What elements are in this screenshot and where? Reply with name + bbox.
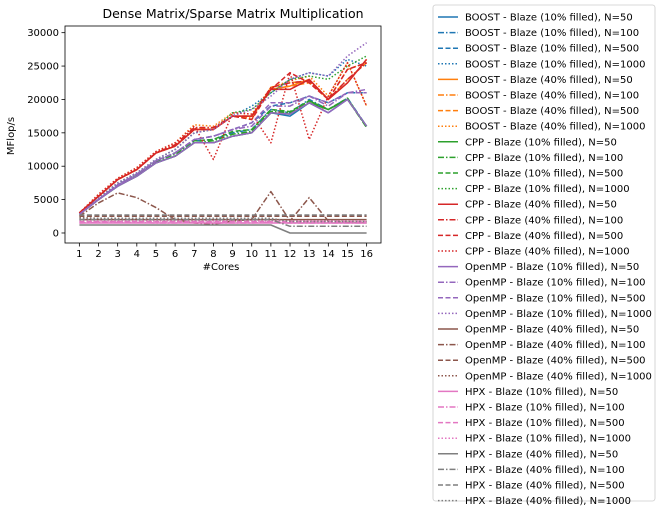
legend-label: CPP - Blaze (40% filled), N=50 (465, 200, 617, 211)
x-tick-label: 9 (229, 249, 235, 260)
legend-label: HPX - Blaze (10% filled), N=100 (465, 403, 625, 414)
legend-label: BOOST - Blaze (10% filled), N=100 (465, 28, 639, 39)
legend-label: CPP - Blaze (10% filled), N=100 (465, 153, 623, 164)
legend-label: HPX - Blaze (40% filled), N=100 (465, 465, 625, 476)
x-axis-label: #Cores (203, 262, 240, 273)
legend-label: BOOST - Blaze (40% filled), N=100 (465, 91, 639, 102)
series-line-10 (78, 98, 368, 215)
series-line-11 (78, 97, 368, 215)
legend-label: BOOST - Blaze (10% filled), N=1000 (465, 59, 645, 70)
y-tick-label: 0 (53, 228, 59, 239)
series-line-17 (78, 98, 368, 215)
x-tick-label: 6 (172, 249, 178, 260)
plot-area: 1 2 3 4 5 6 7 8 9 10 11 12 13 14 15 1605000100001500020… (27, 25, 382, 260)
legend-label: CPP - Blaze (10% filled), N=1000 (465, 184, 630, 195)
legend-label: BOOST - Blaze (40% filled), N=50 (465, 75, 633, 86)
legend-label: HPX - Blaze (10% filled), N=500 (465, 418, 625, 429)
legend-label: HPX - Blaze (10% filled), N=1000 (465, 434, 631, 445)
series-line-1 (78, 98, 368, 214)
legend-label: OpenMP - Blaze (10% filled), N=50 (465, 262, 639, 273)
series-line-2 (78, 97, 368, 215)
y-tick-label: 15000 (27, 128, 59, 139)
x-tick-label: 14 (322, 249, 335, 260)
series-line-18 (78, 88, 367, 215)
series-line-22 (78, 190, 367, 226)
y-tick-label: 20000 (27, 95, 59, 106)
x-tick-label: 13 (303, 249, 316, 260)
series-line-30 (79, 218, 367, 228)
x-tick-label: 11 (265, 249, 278, 260)
legend-label: OpenMP - Blaze (40% filled), N=50 (465, 325, 639, 336)
series-line-9 (78, 98, 368, 215)
y-axis-label: MFlop/s (6, 117, 17, 155)
x-tick-label: 7 (191, 249, 197, 260)
legend-label: CPP - Blaze (10% filled), N=50 (465, 137, 617, 148)
series-line-26 (79, 221, 367, 224)
x-tick-label: 4 (134, 249, 140, 260)
x-tick-label: 16 (360, 249, 373, 260)
legend-label: OpenMP - Blaze (40% filled), N=100 (465, 340, 646, 351)
x-tick-label: 1 (76, 249, 82, 260)
legend-label: OpenMP - Blaze (10% filled), N=100 (465, 278, 646, 289)
legend-label: OpenMP - Blaze (10% filled), N=1000 (465, 309, 652, 320)
chart-title: Dense Matrix/Sparse Matrix Multiplicatio… (102, 6, 363, 21)
legend-frame (432, 4, 656, 502)
series-line-19 (78, 92, 367, 215)
y-tick-label: 5000 (34, 195, 59, 206)
legend-label: BOOST - Blaze (40% filled), N=1000 (465, 122, 645, 133)
legend: BOOST - Blaze (10% filled), N=50 BOOST - … (432, 4, 656, 507)
legend-label: HPX - Blaze (40% filled), N=50 (465, 449, 618, 460)
y-tick-label: 10000 (27, 162, 59, 173)
x-tick-label: 12 (284, 249, 297, 260)
legend-label: OpenMP - Blaze (10% filled), N=500 (465, 293, 646, 304)
x-tick-label: 2 (95, 249, 101, 260)
plot-frame (64, 25, 382, 244)
x-tick-label: 8 (210, 249, 216, 260)
x-tick-label: 10 (245, 249, 258, 260)
series-line-16 (78, 61, 368, 214)
legend-label: CPP - Blaze (40% filled), N=100 (465, 215, 623, 226)
x-tick-label: 3 (114, 249, 120, 260)
legend-label: CPP - Blaze (10% filled), N=500 (465, 169, 623, 180)
y-tick-label: 30000 (27, 28, 59, 39)
x-tick-label: 15 (341, 249, 354, 260)
legend-label: OpenMP - Blaze (40% filled), N=1000 (465, 371, 652, 382)
legend-label: BOOST - Blaze (40% filled), N=500 (465, 106, 639, 117)
legend-label: HPX - Blaze (40% filled), N=1000 (465, 496, 631, 507)
legend-label: CPP - Blaze (40% filled), N=500 (465, 231, 623, 242)
legend-label: CPP - Blaze (40% filled), N=1000 (465, 247, 630, 258)
series-line-8 (78, 61, 368, 214)
series-line-29 (79, 224, 367, 234)
legend-label: BOOST - Blaze (10% filled), N=50 (465, 13, 633, 24)
legend-label: HPX - Blaze (40% filled), N=500 (465, 481, 625, 492)
x-tick-label: 5 (153, 249, 159, 260)
legend-label: HPX - Blaze (10% filled), N=50 (465, 387, 618, 398)
legend-label: BOOST - Blaze (10% filled), N=500 (465, 44, 639, 55)
series-line-32 (79, 217, 367, 223)
series-line-20 (78, 42, 368, 215)
legend-label: OpenMP - Blaze (40% filled), N=500 (465, 356, 646, 367)
y-tick-label: 25000 (27, 62, 59, 73)
